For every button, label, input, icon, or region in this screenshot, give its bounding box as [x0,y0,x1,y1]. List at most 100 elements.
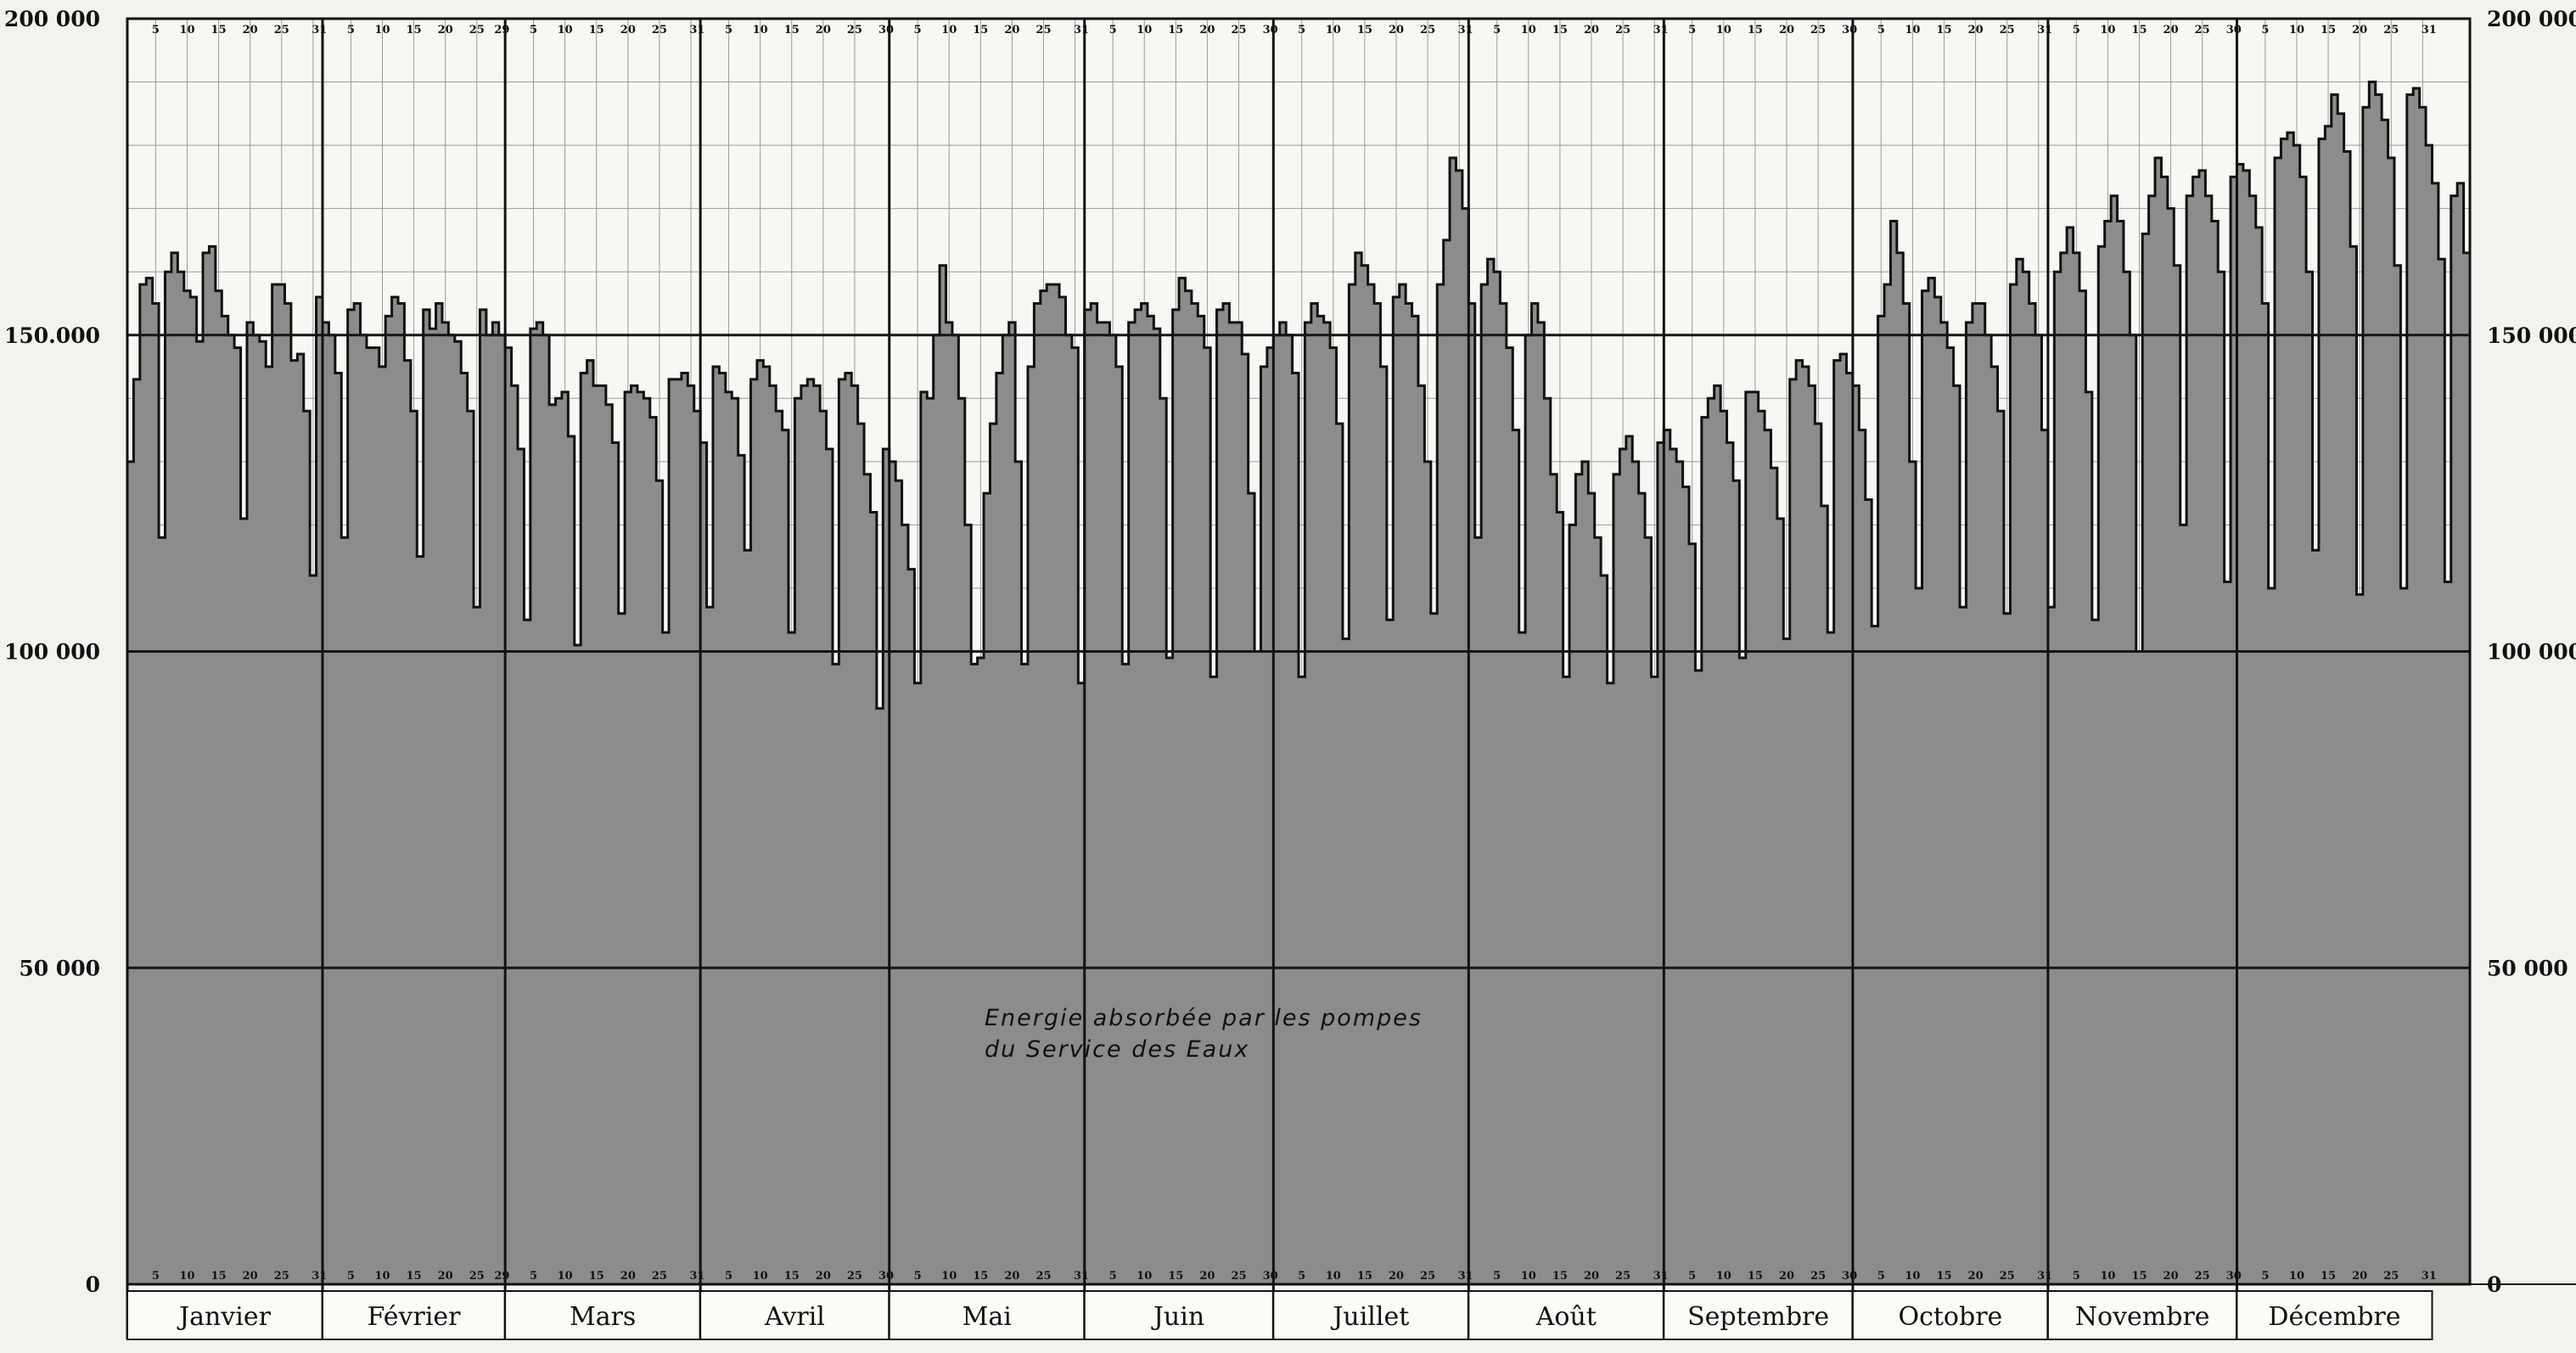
month-label: Juillet [1330,1302,1409,1332]
day-tick-label-top: 31 [1074,24,1089,36]
day-tick-label-bottom: 15 [211,1270,227,1283]
day-tick-label-bottom: 5 [1877,1270,1885,1283]
day-tick-label-bottom: 15 [1168,1270,1183,1283]
y-tick-label-left: 200 000 [4,7,100,31]
month-label-box [699,1290,890,1340]
day-tick-label-top: 31 [311,24,327,36]
day-tick-label-top: 15 [1552,24,1568,36]
day-tick-label-top: 15 [589,24,604,36]
y-tick-label-right: 0 [2487,1272,2501,1297]
day-tick-label-bottom: 15 [407,1270,422,1283]
month-label-box [1468,1290,1665,1340]
day-tick-label-top: 25 [469,24,485,36]
day-tick-label-bottom: 15 [973,1270,988,1283]
day-tick-label-bottom: 10 [1521,1270,1536,1283]
month-label: Avril [764,1302,825,1332]
day-tick-label-bottom: 5 [2073,1270,2080,1283]
day-tick-label-top: 15 [784,24,800,36]
day-tick-label-top: 5 [914,24,922,36]
day-tick-label-top: 29 [494,24,509,36]
day-tick-label-bottom: 10 [941,1270,957,1283]
day-tick-label-top: 15 [2321,24,2336,36]
day-tick-label-top: 25 [1231,24,1246,36]
day-tick-label-bottom: 31 [311,1270,327,1283]
day-tick-label-top: 25 [1615,24,1630,36]
day-tick-label-bottom: 5 [152,1270,160,1283]
day-tick-label-bottom: 31 [689,1270,704,1283]
day-tick-label-top: 25 [652,24,667,36]
day-tick-label-bottom: 25 [1231,1270,1246,1283]
day-tick-label-bottom: 20 [1968,1270,1984,1283]
day-tick-label-top: 20 [2164,24,2179,36]
day-tick-label-bottom: 25 [1035,1270,1051,1283]
day-tick-label-top: 5 [2261,24,2269,36]
day-tick-label-bottom: 25 [274,1270,289,1283]
day-tick-label-bottom: 31 [2422,1270,2437,1283]
day-tick-label-bottom: 5 [725,1270,732,1283]
day-tick-label-bottom: 25 [1420,1270,1435,1283]
day-tick-label-bottom: 20 [2352,1270,2367,1283]
month-label-box [322,1290,507,1340]
day-tick-label-bottom: 15 [589,1270,604,1283]
day-tick-label-top: 10 [1716,24,1731,36]
day-tick-label-bottom: 5 [1298,1270,1305,1283]
day-tick-label-top: 5 [1688,24,1696,36]
day-tick-label-bottom: 5 [1688,1270,1696,1283]
month-label: Mars [570,1302,636,1332]
day-tick-label-bottom: 31 [1074,1270,1089,1283]
day-tick-label-bottom: 31 [1653,1270,1669,1283]
day-tick-label-top: 20 [243,24,258,36]
day-tick-label-bottom: 10 [1136,1270,1152,1283]
day-tick-label-bottom: 25 [652,1270,667,1283]
day-tick-label-bottom: 30 [1842,1270,1857,1283]
day-tick-label-top: 10 [1521,24,1536,36]
pump-annotation-line1: Energie absorbée par les pompes [985,1005,1423,1031]
day-tick-label-top: 5 [1493,24,1501,36]
day-tick-label-bottom: 15 [1748,1270,1763,1283]
y-tick-label-left: 0 [86,1272,100,1297]
day-tick-label-bottom: 20 [1199,1270,1215,1283]
without-pumps-line [127,81,2470,710]
day-tick-label-bottom: 30 [2226,1270,2242,1283]
day-tick-label-bottom: 15 [784,1270,800,1283]
day-tick-label-top: 10 [753,24,768,36]
day-tick-label-top: 20 [1389,24,1404,36]
day-tick-label-top: 25 [2383,24,2399,36]
month-label: Décembre [2268,1302,2400,1332]
month-label: Septembre [1687,1302,1829,1332]
day-tick-label-bottom: 5 [2261,1270,2269,1283]
day-tick-label-bottom: 20 [243,1270,258,1283]
day-tick-label-bottom: 20 [1389,1270,1404,1283]
day-tick-label-top: 20 [620,24,636,36]
y-tick-label-left: 50 000 [19,956,100,980]
day-tick-label-bottom: 25 [2383,1270,2399,1283]
chart-text: Energie absorbée par les pompes du Servi… [4,7,2576,1332]
day-tick-label-top: 10 [179,24,194,36]
month-label: Août [1535,1302,1597,1332]
day-tick-label-bottom: 15 [1357,1270,1372,1283]
without-pumps-series [127,81,2470,710]
month-label: Juin [1151,1302,1204,1332]
day-tick-label-top: 20 [816,24,831,36]
day-tick-label-top: 5 [1877,24,1885,36]
day-tick-label-top: 20 [1004,24,1019,36]
day-tick-label-top: 5 [152,24,160,36]
day-tick-label-bottom: 25 [469,1270,485,1283]
day-tick-label-bottom: 30 [1263,1270,1278,1283]
day-tick-label-top: 15 [407,24,422,36]
month-label: Mai [962,1302,1012,1332]
day-tick-label-bottom: 5 [1109,1270,1117,1283]
day-tick-label-bottom: 10 [374,1270,390,1283]
day-tick-label-bottom: 20 [620,1270,636,1283]
day-tick-label-top: 25 [1810,24,1826,36]
day-tick-label-bottom: 25 [1615,1270,1630,1283]
day-tick-label-top: 25 [2195,24,2210,36]
day-tick-label-top: 10 [1136,24,1152,36]
day-tick-label-bottom: 10 [1905,1270,1920,1283]
day-tick-label-bottom: 20 [1584,1270,1599,1283]
day-tick-label-top: 25 [1420,24,1435,36]
day-tick-label-top: 20 [1584,24,1599,36]
day-tick-label-bottom: 5 [914,1270,922,1283]
